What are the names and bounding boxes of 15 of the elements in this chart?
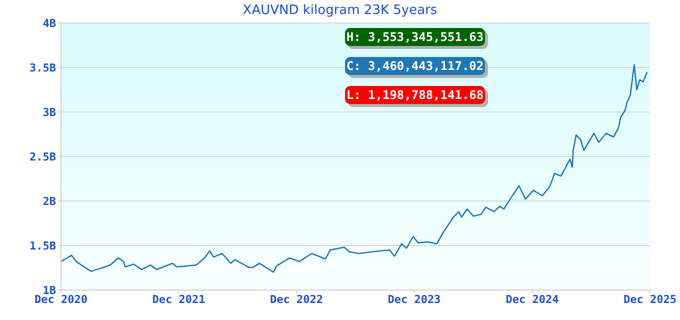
x-tick-label: Dec 2024 [506,292,560,306]
y-tick-label: 4B [42,16,56,30]
y-tick-label: 3B [42,106,56,119]
chart-title: XAUVND kilogram 23K 5years [242,3,438,18]
x-tick-label: Dec 2021 [152,292,206,306]
x-tick-label: Dec 2022 [270,292,323,306]
annotation: C: 3,460,443,117.02 [345,57,485,75]
y-tick-label: 2B [42,194,56,208]
annotation: L: 1,198,788,141.68 [345,86,485,104]
y-tick-label: 1.5B [30,239,56,252]
y-tick-label: 3.5B [30,61,56,74]
x-tick-label: Dec 2025 [624,292,676,306]
annotation: H: 3,553,345,551.63 [345,28,485,46]
x-tick-label: Dec 2023 [388,292,441,306]
y-tick-label: 2.5B [30,150,56,164]
